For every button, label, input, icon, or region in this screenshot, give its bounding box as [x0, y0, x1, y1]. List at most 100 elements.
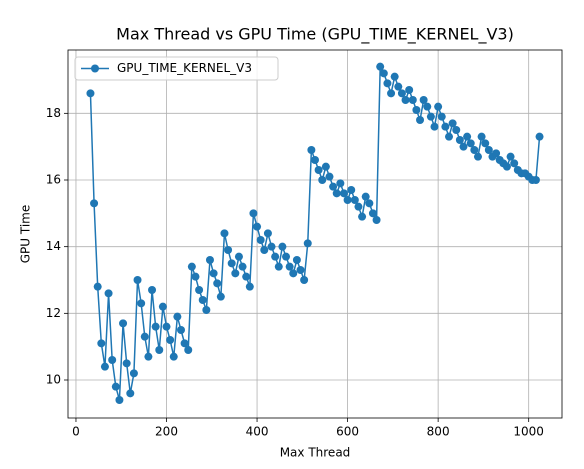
point: [430, 122, 439, 131]
point: [198, 296, 207, 304]
point: [397, 89, 406, 98]
legend-marker: [91, 64, 99, 73]
point: [510, 159, 519, 168]
point: [220, 229, 229, 238]
point: [162, 322, 171, 331]
point: [416, 116, 425, 124]
chart-title: Max Thread vs GPU Time (GPU_TIME_KERNEL_…: [116, 25, 514, 45]
point: [292, 256, 301, 264]
point: [151, 322, 160, 331]
point: [166, 336, 175, 344]
point: [329, 182, 338, 191]
point: [368, 209, 377, 218]
point: [321, 162, 330, 171]
point: [394, 82, 403, 91]
x-tick-label: 800: [427, 425, 450, 439]
point: [470, 146, 479, 154]
point: [205, 256, 214, 264]
point: [325, 172, 334, 181]
point: [350, 196, 359, 204]
point: [358, 212, 367, 221]
point: [86, 89, 95, 98]
point: [332, 189, 341, 198]
point: [481, 139, 490, 148]
point: [473, 152, 482, 161]
point: [426, 112, 435, 121]
point: [477, 132, 486, 141]
point: [383, 79, 392, 88]
point: [365, 199, 374, 208]
point: [343, 196, 352, 204]
point: [318, 176, 327, 184]
point: [314, 166, 323, 174]
y-tick-label: 18: [46, 106, 61, 120]
point: [176, 326, 185, 334]
point: [484, 146, 493, 154]
point: [195, 286, 204, 294]
point: [187, 262, 196, 271]
point: [289, 269, 298, 278]
point: [140, 332, 149, 341]
point: [90, 199, 99, 208]
point: [213, 279, 222, 288]
y-tick-label: 12: [46, 306, 61, 320]
point: [531, 176, 540, 184]
point: [379, 69, 388, 78]
point: [191, 272, 200, 281]
point: [492, 149, 501, 158]
point: [242, 272, 251, 281]
point: [238, 262, 247, 271]
point: [278, 242, 287, 251]
x-tick-label: 600: [336, 425, 359, 439]
point: [148, 286, 157, 294]
point: [253, 222, 262, 231]
y-tick-label: 14: [46, 239, 61, 253]
point: [169, 352, 178, 361]
point: [111, 382, 120, 391]
point: [115, 396, 124, 404]
point: [137, 299, 146, 308]
point: [372, 216, 381, 224]
point: [184, 346, 193, 354]
point: [158, 302, 167, 311]
point: [100, 362, 109, 371]
point: [282, 252, 291, 261]
point: [336, 179, 345, 188]
point: [144, 352, 153, 361]
point: [405, 86, 414, 94]
point: [419, 96, 428, 104]
y-axis-label: GPU Time: [19, 205, 33, 264]
point: [387, 89, 396, 98]
point: [445, 132, 454, 141]
point: [437, 112, 446, 121]
point: [122, 359, 131, 368]
point: [463, 132, 472, 141]
point: [108, 356, 117, 364]
y-tick-label: 16: [46, 173, 61, 187]
point: [245, 282, 254, 291]
point: [448, 119, 457, 128]
point: [452, 126, 461, 134]
point: [459, 142, 468, 151]
point: [209, 269, 218, 278]
point: [271, 252, 280, 261]
point: [231, 269, 240, 278]
point: [408, 96, 417, 104]
point: [347, 186, 356, 194]
point: [249, 209, 258, 218]
point: [126, 389, 135, 398]
point: [434, 102, 443, 111]
point: [224, 246, 233, 254]
point: [155, 346, 164, 354]
point: [129, 369, 138, 378]
point: [307, 146, 316, 154]
point: [390, 72, 399, 81]
point: [502, 162, 511, 171]
point: [339, 189, 348, 198]
point: [361, 192, 370, 201]
point: [354, 202, 363, 211]
point: [455, 136, 464, 144]
point: [267, 242, 276, 251]
y-tick-label: 10: [46, 373, 61, 387]
point: [296, 266, 305, 274]
